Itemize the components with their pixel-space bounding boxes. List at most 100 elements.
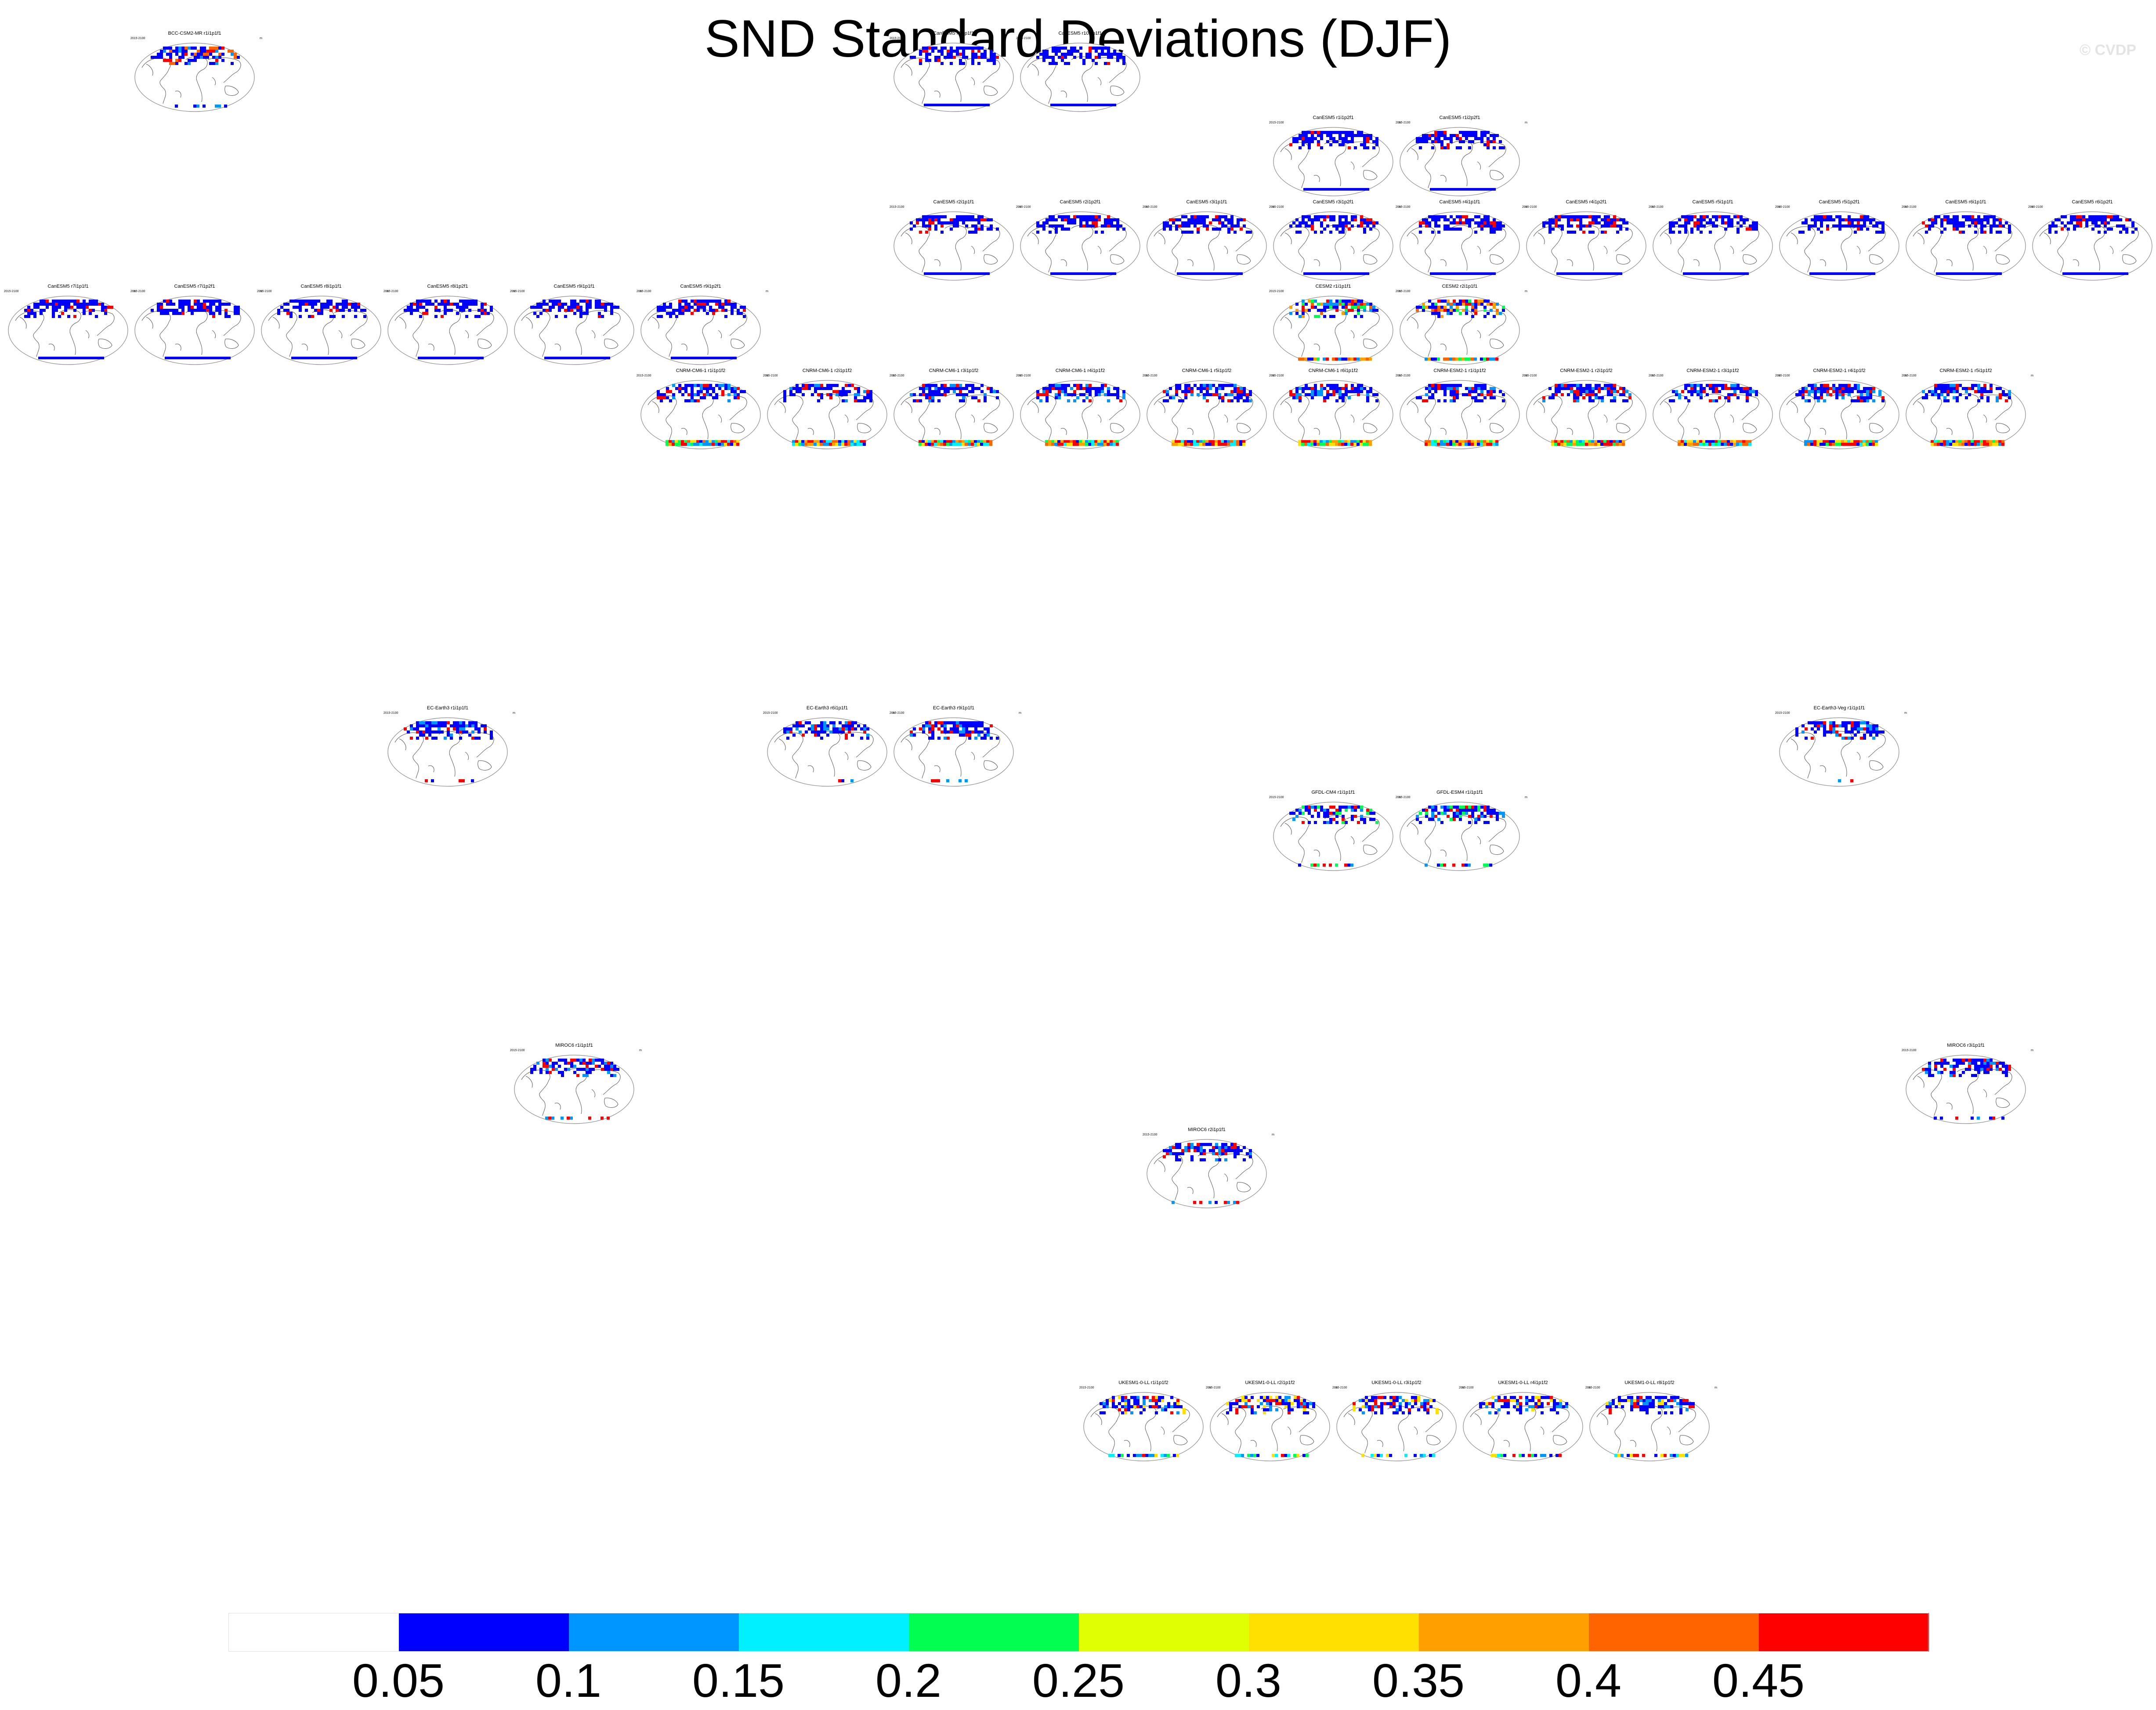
snow-cell <box>829 387 832 390</box>
map-panel-title: UKESM1-0-LL r1i1p1f2 <box>1118 1380 1168 1385</box>
snow-cell <box>1493 315 1496 318</box>
snow-cell <box>1320 131 1323 134</box>
snow-cell <box>1237 218 1240 221</box>
snow-cell <box>1292 396 1295 399</box>
snow-cell <box>1431 306 1434 309</box>
coastline <box>59 309 81 355</box>
snow-cell <box>1468 393 1471 396</box>
snow-cell <box>1795 734 1798 737</box>
snow-cell <box>675 440 678 443</box>
snow-cell <box>1416 396 1419 399</box>
snow-cell <box>1996 218 1999 221</box>
snow-cell <box>817 387 820 390</box>
snow-cell <box>1338 300 1342 303</box>
map-panel-title: CNRM-CM6-1 r3i1p1f2 <box>929 368 979 373</box>
snow-cell <box>1817 215 1820 218</box>
snow-cell <box>181 50 184 53</box>
snow-cell <box>1499 146 1502 149</box>
snow-cell <box>1181 224 1184 228</box>
snow-cell <box>826 387 829 390</box>
snow-cell <box>1320 443 1323 446</box>
snow-cell <box>296 300 299 303</box>
snow-cell <box>576 1059 579 1062</box>
coastline <box>984 760 998 770</box>
snow-cell <box>1329 137 1332 140</box>
snow-cell <box>1709 218 1712 221</box>
snow-cell <box>1446 358 1449 361</box>
snow-cell <box>1483 864 1486 867</box>
snow-cell <box>1709 399 1712 402</box>
coastline <box>175 90 181 98</box>
snow-cell <box>1342 131 1345 134</box>
snow-cell <box>1434 221 1437 224</box>
snow-cell <box>937 221 941 224</box>
snow-cell <box>1234 231 1237 234</box>
snow-cell <box>1197 221 1200 224</box>
snow-cell <box>709 309 712 312</box>
snow-cell <box>1357 358 1360 361</box>
snow-cell <box>1351 140 1354 143</box>
snow-cell <box>1875 231 1878 234</box>
snow-cell <box>1455 440 1458 443</box>
snow-cell <box>89 300 92 303</box>
snow-cell <box>1308 224 1311 228</box>
snow-cell <box>86 303 89 306</box>
snow-cell <box>286 303 289 306</box>
snow-cell <box>839 730 842 734</box>
snow-cell <box>1817 218 1820 221</box>
snow-cell <box>549 306 552 309</box>
coastline <box>1280 817 1310 863</box>
snow-cell <box>1832 387 1835 390</box>
snow-cell <box>1934 443 1937 446</box>
snow-cell <box>1496 815 1499 818</box>
snow-cell <box>1118 1396 1121 1399</box>
snow-cell <box>1203 1149 1206 1152</box>
coastline <box>399 317 406 329</box>
snow-cell <box>1848 737 1851 740</box>
snow-cell <box>1434 137 1437 140</box>
snow-cell <box>101 303 104 306</box>
snow-cell <box>1567 231 1570 234</box>
snow-cell <box>212 300 215 303</box>
snow-cell <box>1329 806 1332 809</box>
snow-cell <box>1443 440 1446 443</box>
snow-cell <box>1816 443 1820 446</box>
snow-cell <box>573 1071 576 1074</box>
snow-cell <box>734 303 737 306</box>
snow-cell <box>838 779 841 782</box>
snow-cell <box>1116 440 1119 443</box>
coastline <box>966 394 1000 420</box>
snow-cell <box>980 443 983 446</box>
snow-cell <box>1173 1402 1176 1405</box>
snow-cell <box>1326 134 1329 137</box>
snow-cell <box>962 387 965 390</box>
snow-cell <box>558 1071 561 1074</box>
snow-cell <box>101 309 104 312</box>
snow-cell <box>1064 47 1067 50</box>
snow-cell <box>922 224 925 228</box>
coastline <box>1440 428 1447 435</box>
snow-cell <box>1999 1062 2002 1065</box>
snow-cell <box>1496 221 1499 224</box>
snow-cell <box>1703 218 1706 221</box>
snow-cell <box>92 300 95 303</box>
snow-cell <box>1184 443 1187 446</box>
snow-cell <box>471 737 474 740</box>
snow-cell <box>1335 864 1338 867</box>
snow-cell <box>561 1074 564 1077</box>
snow-cell <box>407 309 410 312</box>
map-panel-years: 2015-2100 <box>2028 206 2043 209</box>
snow-cell <box>1042 53 1045 56</box>
snow-cell <box>1181 399 1184 402</box>
snow-cell <box>928 53 931 56</box>
snow-cell <box>925 393 928 396</box>
snow-cell <box>1962 1062 1965 1065</box>
snow-cell <box>1999 218 2002 221</box>
snow-cell <box>712 443 715 446</box>
snow-cell <box>1351 218 1354 221</box>
snow-cell <box>1323 303 1326 306</box>
snow-cell <box>1848 215 1851 218</box>
snow-cell <box>814 724 817 727</box>
snow-cell <box>1169 1152 1172 1155</box>
snow-cell <box>1298 358 1301 361</box>
